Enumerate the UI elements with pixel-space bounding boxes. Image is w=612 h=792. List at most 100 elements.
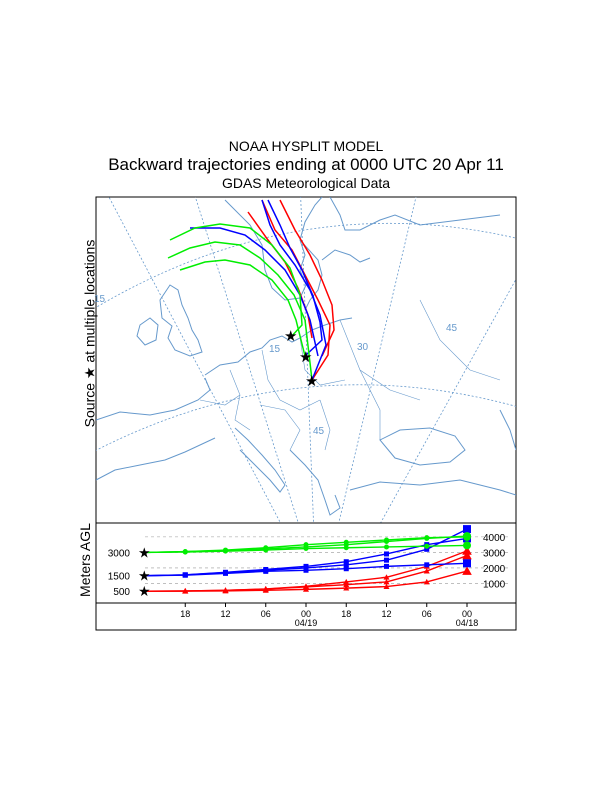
height-tick-labels: 1000 2000 3000 4000 [483, 533, 506, 591]
data-point-circle [424, 535, 430, 541]
trajectory-red-1 [261, 199, 331, 381]
source-axis-label: Source ★ at multiple locations [82, 204, 99, 464]
height-tick-label: 3000 [483, 548, 506, 559]
data-point-triangle [423, 568, 430, 574]
data-point-circle [384, 544, 389, 550]
data-point-circle [223, 548, 228, 554]
start-star-icon: ★ [138, 545, 151, 561]
time-tick-label: 18 [341, 609, 351, 619]
trajectory-red-2 [279, 199, 335, 357]
y-axis-label: Meters AGL [77, 523, 93, 597]
data-point-triangle [423, 578, 430, 585]
data-point-circle [424, 543, 430, 549]
height-markers [182, 525, 472, 594]
data-point-triangle [343, 585, 350, 591]
data-point-circle [182, 549, 188, 555]
source-star-icon: ★ [299, 348, 312, 366]
data-point-square [343, 562, 349, 568]
data-point-triangle [343, 578, 350, 585]
start-height-label: 3000 [108, 548, 131, 559]
start-height-label: 1500 [108, 572, 131, 583]
height-tick-label: 1000 [483, 579, 506, 590]
start-star-icon: ★ [138, 569, 151, 585]
start-height-label: 500 [113, 587, 130, 598]
time-tick-label: 18 [180, 609, 190, 619]
height-tick-label: 4000 [483, 533, 506, 544]
time-axis-frame [95, 602, 517, 631]
map-panel: 15 15 30 45 45 ★ ★ ★ [94, 196, 517, 524]
data-point-circle [343, 542, 349, 548]
data-point-triangle [182, 587, 189, 594]
chart-title-line3: GDAS Meteorological Data [221, 175, 391, 191]
data-point-circle [263, 546, 269, 552]
data-point-triangle [383, 574, 390, 580]
data-point-triangle [383, 578, 390, 585]
data-point-triangle [303, 586, 309, 592]
data-point-square [343, 559, 349, 565]
data-point-triangle [222, 587, 229, 593]
height-tick-label: 2000 [483, 564, 506, 575]
map-trajectories [167, 199, 335, 381]
time-tick-label: 12 [220, 609, 230, 619]
data-point-triangle [462, 566, 472, 575]
data-point-circle [463, 532, 471, 541]
time-tick-label: 06 [261, 609, 271, 619]
data-point-circle [303, 544, 309, 550]
data-point-square [463, 559, 471, 568]
data-point-square [384, 563, 389, 569]
lon-label: 15 [94, 294, 106, 305]
start-star-icon: ★ [138, 584, 151, 600]
data-point-triangle [303, 583, 309, 589]
data-point-triangle [462, 550, 472, 560]
data-point-square [223, 569, 228, 575]
data-point-circle [384, 539, 389, 545]
data-point-triangle [383, 583, 390, 589]
chart-title-line1: NOAA HYSPLIT MODEL [228, 138, 384, 154]
source-stars: ★ ★ ★ [284, 327, 318, 390]
latitude-grid [96, 222, 516, 451]
lon-label: 45 [446, 323, 458, 334]
data-point-triangle [343, 581, 350, 588]
lon-label: 45 [313, 426, 325, 437]
time-tick-label: 06 [422, 609, 432, 619]
trajectory-blue-2 [190, 227, 319, 357]
time-axis: 18 12 06 00 18 12 06 00 04/19 04/18 [95, 602, 517, 631]
trajectory-blue-3 [267, 199, 323, 357]
data-point-square [263, 566, 269, 572]
source-star-icon: ★ [284, 327, 297, 345]
longitude-grid [108, 197, 516, 523]
start-height-labels: 500 1500 3000 [108, 548, 131, 598]
source-star-icon: ★ [81, 366, 98, 380]
data-point-circle [463, 541, 471, 550]
data-point-square [384, 551, 389, 557]
data-point-square [463, 525, 471, 534]
start-stars: ★★★ [138, 545, 151, 600]
data-point-square [303, 563, 309, 569]
chart-title-line2: Backward trajectories ending at 0000 UTC… [108, 155, 504, 174]
data-point-square [303, 567, 309, 573]
data-point-square [343, 566, 349, 572]
date-label: 04/19 [295, 618, 318, 628]
trajectory-blue-1 [261, 199, 327, 381]
coastlines [96, 197, 516, 516]
map-frame [95, 196, 517, 524]
time-tick-label: 12 [381, 609, 391, 619]
data-point-square [424, 546, 430, 552]
trajectory-red-3 [247, 211, 313, 339]
trajectory-green-2 [169, 223, 303, 339]
data-point-triangle [462, 546, 472, 555]
data-point-square [424, 562, 430, 568]
source-label-text: Source [81, 382, 98, 428]
data-point-square [182, 572, 188, 578]
source-star-icon: ★ [305, 372, 318, 390]
lon-label: 15 [269, 344, 281, 355]
time-ticks: 18 12 06 00 18 12 06 00 [180, 603, 472, 619]
data-point-square [384, 557, 389, 563]
lon-label: 30 [357, 342, 369, 353]
source-label-rest: at multiple locations [81, 239, 98, 363]
trajectory-green-3 [179, 259, 306, 357]
data-point-triangle [262, 585, 269, 592]
time-tick-label: 00 [301, 609, 311, 619]
